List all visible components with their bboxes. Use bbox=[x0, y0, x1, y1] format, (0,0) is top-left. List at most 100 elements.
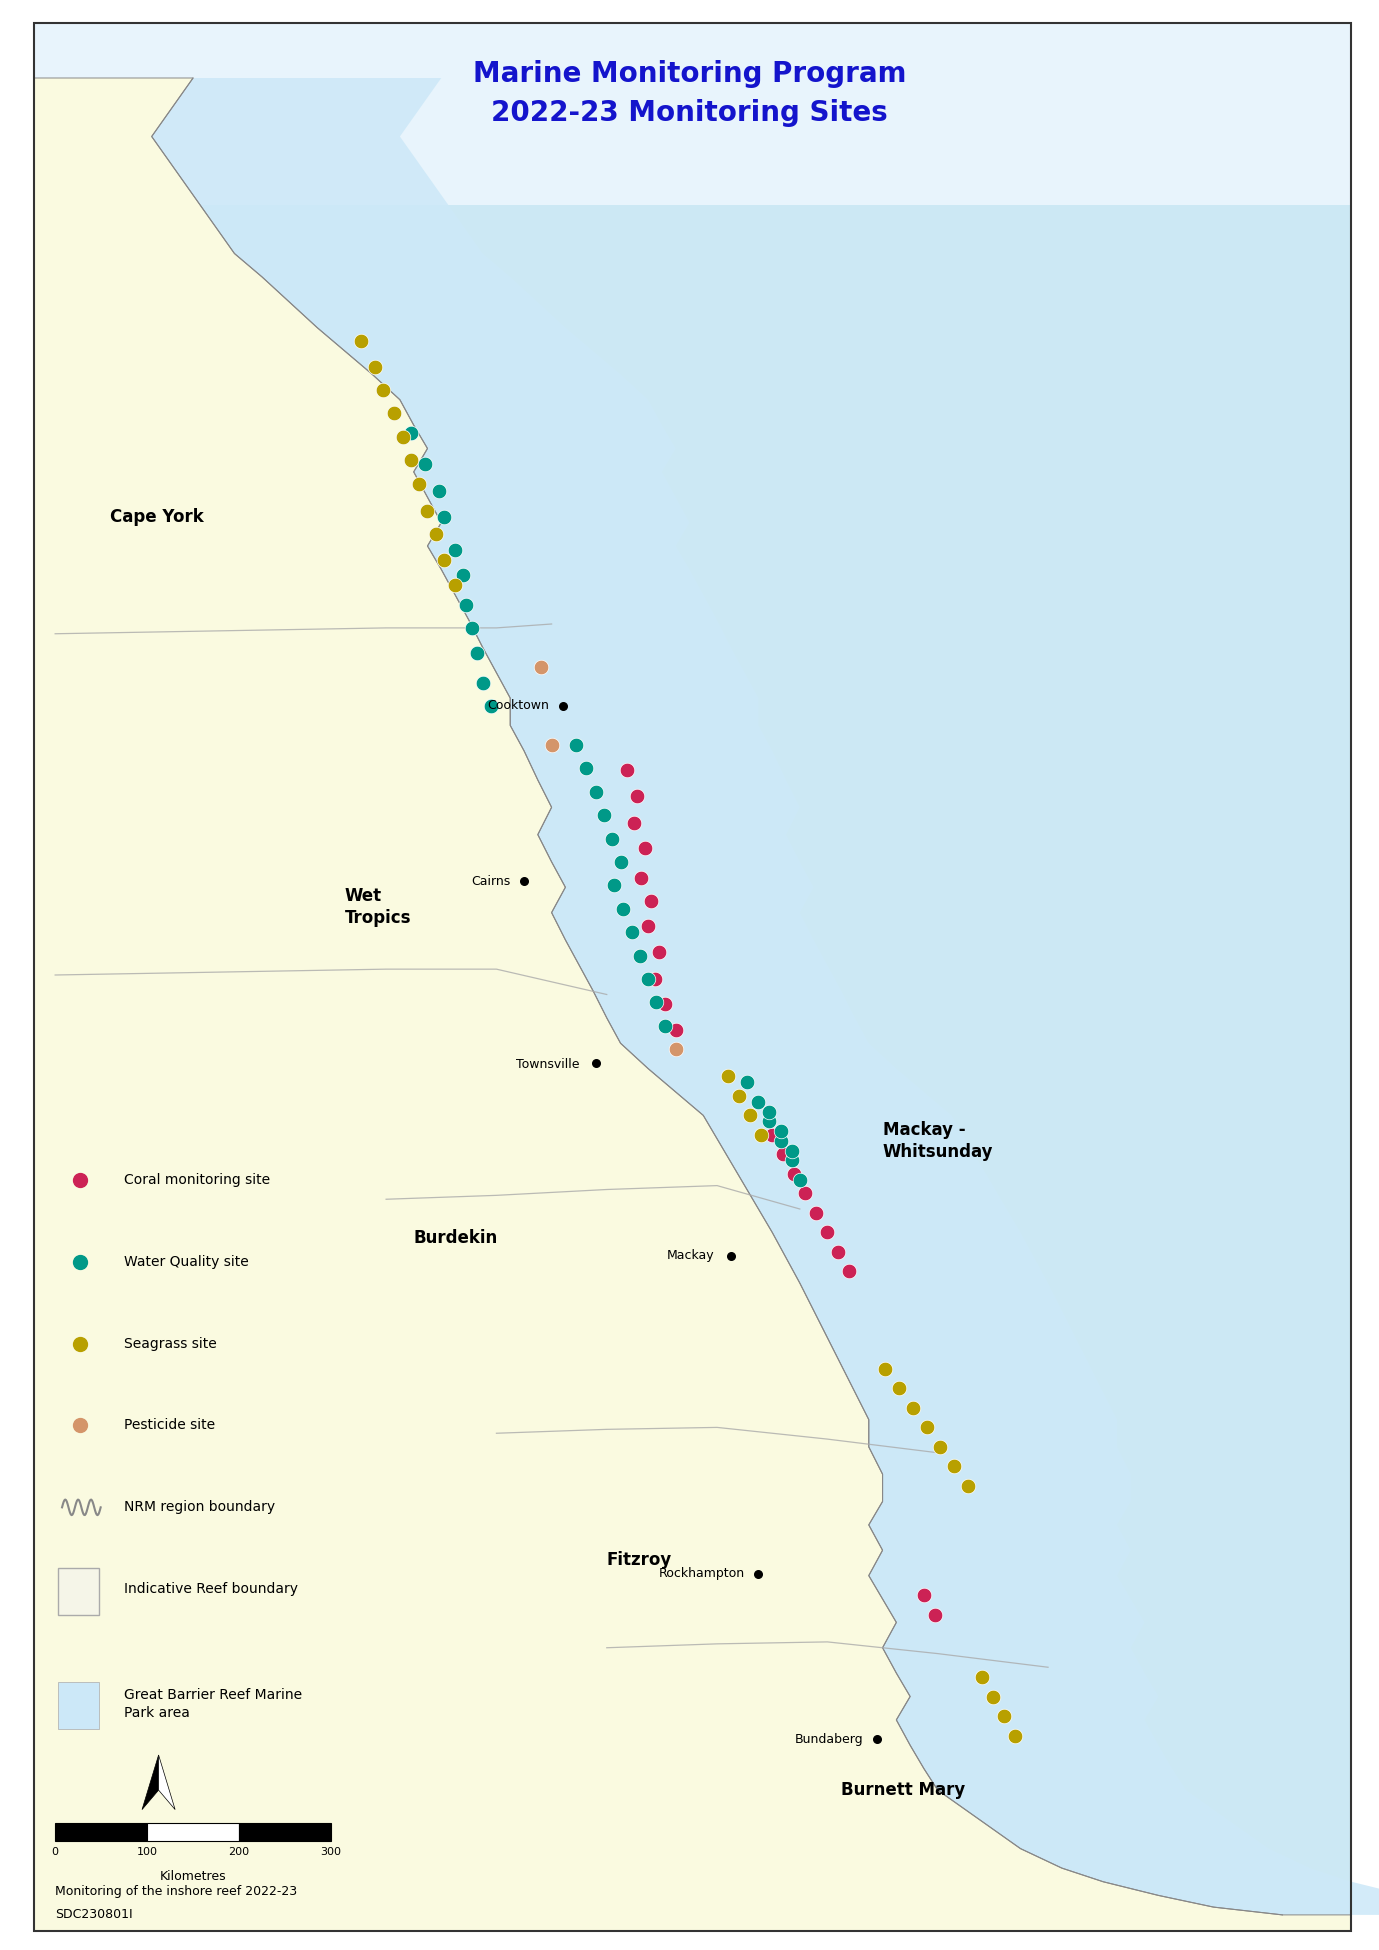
Point bbox=[585, 776, 607, 807]
Point bbox=[816, 1217, 838, 1248]
Point bbox=[603, 870, 625, 901]
Point bbox=[781, 1135, 803, 1166]
Point bbox=[466, 638, 488, 669]
Point bbox=[69, 1164, 91, 1195]
Point bbox=[758, 1096, 781, 1127]
Text: Fitzroy: Fitzroy bbox=[607, 1550, 672, 1570]
Point bbox=[645, 987, 667, 1018]
Text: Rockhampton: Rockhampton bbox=[659, 1568, 745, 1580]
Point bbox=[750, 1119, 772, 1150]
Point bbox=[916, 1412, 938, 1443]
Text: Seagrass site: Seagrass site bbox=[124, 1336, 217, 1351]
Point bbox=[982, 1681, 1004, 1712]
Point bbox=[630, 862, 652, 893]
Point bbox=[513, 866, 535, 897]
Point bbox=[665, 1034, 687, 1065]
Point bbox=[480, 690, 502, 722]
Point bbox=[383, 398, 405, 429]
Text: Mackay -
Whitsunday: Mackay - Whitsunday bbox=[883, 1121, 993, 1160]
Point bbox=[444, 569, 466, 601]
Point bbox=[648, 936, 670, 967]
Point bbox=[794, 1178, 816, 1209]
Point bbox=[644, 963, 666, 994]
Point bbox=[805, 1197, 827, 1228]
Text: 0: 0 bbox=[51, 1847, 59, 1856]
Point bbox=[736, 1067, 758, 1098]
Point bbox=[541, 729, 563, 760]
Text: Pesticide site: Pesticide site bbox=[124, 1418, 215, 1433]
Text: Monitoring of the inshore reef 2022-23: Monitoring of the inshore reef 2022-23 bbox=[55, 1886, 298, 1897]
Point bbox=[654, 1010, 676, 1041]
Point bbox=[530, 651, 552, 682]
Point bbox=[888, 1373, 910, 1404]
Text: Cairns: Cairns bbox=[472, 876, 510, 887]
Text: Indicative Reef boundary: Indicative Reef boundary bbox=[124, 1581, 298, 1597]
Point bbox=[654, 989, 676, 1020]
Point bbox=[747, 1558, 769, 1589]
Point bbox=[416, 495, 439, 526]
Point bbox=[623, 807, 645, 838]
Polygon shape bbox=[142, 1755, 159, 1810]
Point bbox=[433, 501, 455, 532]
Text: Great Barrier Reef Marine
Park area: Great Barrier Reef Marine Park area bbox=[124, 1689, 302, 1720]
Point bbox=[783, 1158, 805, 1190]
Point bbox=[400, 417, 422, 449]
Point bbox=[866, 1724, 888, 1755]
Text: Townsville: Townsville bbox=[516, 1059, 579, 1071]
Text: 200: 200 bbox=[229, 1847, 250, 1856]
Point bbox=[838, 1256, 860, 1287]
Point bbox=[637, 963, 659, 994]
Point bbox=[717, 1061, 739, 1092]
Point bbox=[758, 1106, 781, 1137]
Point bbox=[789, 1164, 811, 1195]
Point bbox=[634, 833, 656, 864]
Bar bbox=[55, 1823, 148, 1841]
Point bbox=[902, 1392, 924, 1424]
Point bbox=[552, 690, 574, 722]
Point bbox=[400, 445, 422, 476]
Point bbox=[616, 755, 638, 786]
Point bbox=[626, 780, 648, 811]
Text: Bundaberg: Bundaberg bbox=[794, 1734, 863, 1745]
Point bbox=[575, 753, 597, 784]
Point bbox=[593, 800, 615, 831]
Point bbox=[414, 448, 436, 480]
Point bbox=[372, 374, 394, 406]
Text: N: N bbox=[152, 1823, 165, 1841]
Point bbox=[621, 916, 643, 948]
Point bbox=[452, 560, 474, 591]
Point bbox=[874, 1353, 896, 1384]
Point bbox=[601, 823, 623, 854]
Point bbox=[728, 1080, 750, 1112]
Point bbox=[455, 589, 477, 620]
Point bbox=[993, 1700, 1015, 1732]
Point bbox=[612, 893, 634, 924]
Point bbox=[747, 1086, 769, 1117]
Text: Water Quality site: Water Quality site bbox=[124, 1254, 248, 1269]
Point bbox=[640, 885, 662, 916]
Point bbox=[364, 351, 386, 382]
Point bbox=[444, 534, 466, 566]
Text: 100: 100 bbox=[137, 1847, 157, 1856]
Point bbox=[472, 667, 494, 698]
Text: Burdekin: Burdekin bbox=[414, 1228, 498, 1248]
Point bbox=[761, 1119, 783, 1150]
Point bbox=[781, 1145, 803, 1176]
Point bbox=[425, 519, 447, 550]
Bar bbox=[148, 1823, 239, 1841]
Text: Wet
Tropics: Wet Tropics bbox=[345, 887, 411, 926]
Text: Coral monitoring site: Coral monitoring site bbox=[124, 1172, 270, 1188]
Point bbox=[943, 1451, 965, 1482]
Point bbox=[392, 421, 414, 452]
Point bbox=[665, 1014, 687, 1045]
Point bbox=[565, 729, 587, 760]
Text: Marine Monitoring Program
2022-23 Monitoring Sites: Marine Monitoring Program 2022-23 Monito… bbox=[473, 60, 906, 127]
Point bbox=[408, 468, 430, 499]
Point bbox=[720, 1240, 742, 1271]
Bar bbox=[34, 23, 1351, 205]
Point bbox=[957, 1470, 979, 1502]
Text: Cooktown: Cooktown bbox=[487, 700, 549, 712]
Text: Kilometres: Kilometres bbox=[160, 1870, 226, 1884]
Point bbox=[1004, 1720, 1026, 1751]
Point bbox=[971, 1661, 993, 1693]
